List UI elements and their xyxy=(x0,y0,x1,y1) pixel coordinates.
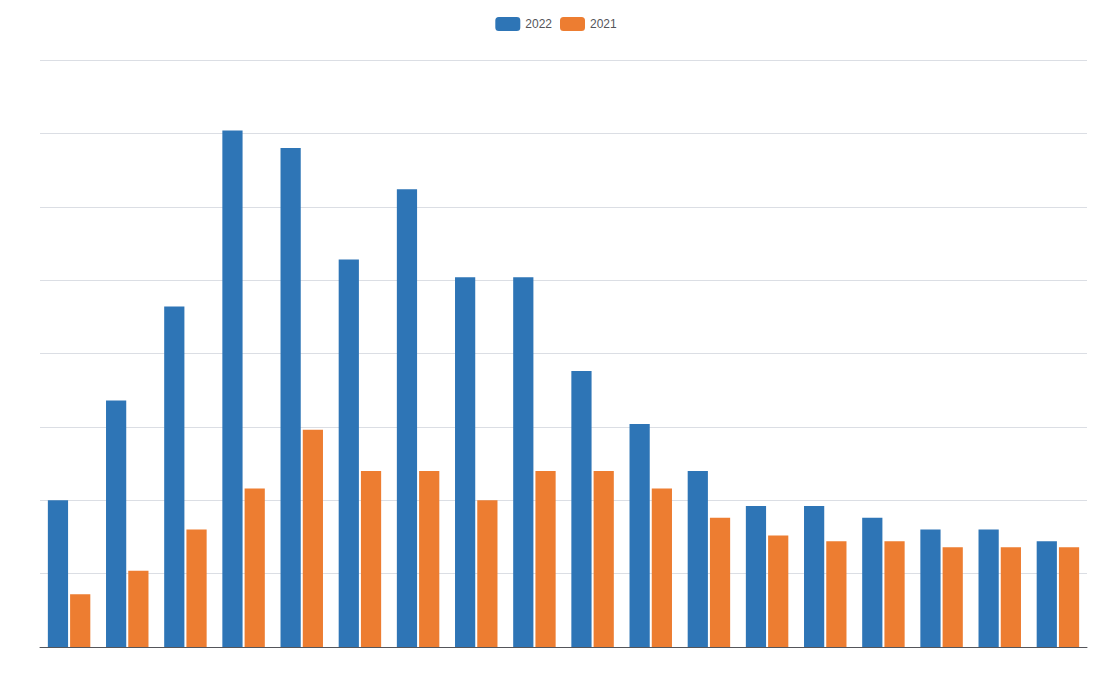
svg-text:2022: 2022 xyxy=(525,17,552,31)
svg-text:2021: 2021 xyxy=(590,17,617,31)
